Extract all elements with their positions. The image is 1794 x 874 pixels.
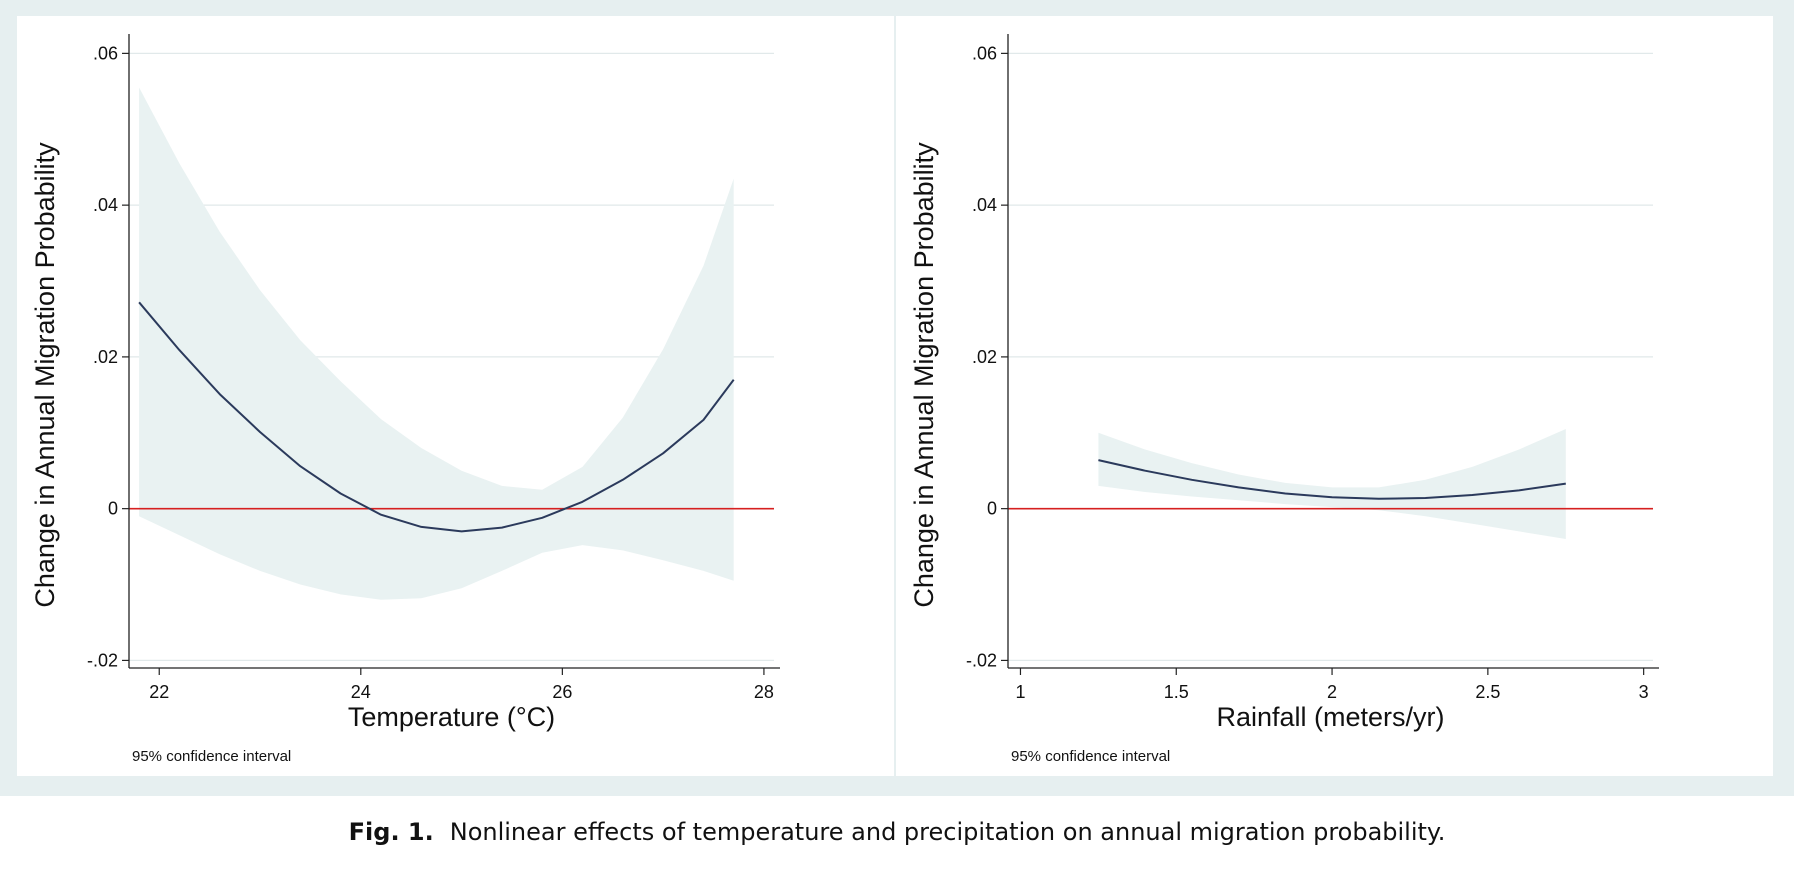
- rainfall-plot: -.02 0 .02 .04 .06 1 1.5 2 2.5 3 Rainfall (meters/…: [909, 34, 1659, 732]
- y-tick-label: .06: [93, 43, 118, 63]
- x-tick-label: 1.5: [1164, 682, 1189, 702]
- x-tick-label: 24: [351, 682, 371, 702]
- y-tick-label: -.02: [966, 650, 997, 670]
- figure-caption: Fig. 1. Nonlinear effects of temperature …: [0, 818, 1794, 846]
- y-tick-label: .02: [972, 347, 997, 367]
- x-tick-label: 2.5: [1475, 682, 1500, 702]
- ci-note: 95% confidence interval: [1011, 748, 1171, 765]
- y-tick-label: -.02: [87, 650, 118, 670]
- fitted-line: [1098, 459, 1566, 500]
- confidence-band: [139, 87, 734, 600]
- panel-divider: [894, 16, 896, 776]
- caption-label: Fig. 1.: [348, 818, 434, 846]
- y-tick-label: .04: [972, 195, 997, 215]
- y-tick-label: .06: [972, 43, 997, 63]
- caption-text: Nonlinear effects of temperature and pre…: [449, 818, 1446, 846]
- y-tick-label: 0: [108, 499, 118, 519]
- y-tick-label: 0: [987, 499, 997, 519]
- x-tick-label: 1: [1015, 682, 1025, 702]
- x-tick-label: 2: [1327, 682, 1337, 702]
- x-tick-label: 22: [149, 682, 169, 702]
- fitted-line: [138, 301, 735, 533]
- confidence-band: [1098, 429, 1566, 539]
- y-axis-title: Change in Annual Migration Probability: [909, 142, 939, 608]
- x-tick-label: 28: [754, 682, 774, 702]
- x-axis-title: Temperature (°C): [348, 702, 555, 732]
- y-tick-label: .02: [93, 347, 118, 367]
- panel-rainfall: -.02 0 .02 .04 .06 1 1.5 2 2.5 3 Rainfall (meters/…: [896, 16, 1773, 776]
- x-axis-title: Rainfall (meters/yr): [1216, 702, 1444, 732]
- ci-note: 95% confidence interval: [132, 748, 292, 765]
- x-tick-label: 26: [552, 682, 572, 702]
- panel-temperature: -.02 0 .02 .04 .06 22 24 26 28 Temperature (°C) Ch…: [17, 16, 894, 776]
- x-tick-label: 3: [1639, 682, 1649, 702]
- y-tick-label: .04: [93, 195, 118, 215]
- y-axis-title: Change in Annual Migration Probability: [30, 142, 60, 608]
- temperature-plot: -.02 0 .02 .04 .06 22 24 26 28 Temperature (°C) Ch…: [30, 34, 780, 732]
